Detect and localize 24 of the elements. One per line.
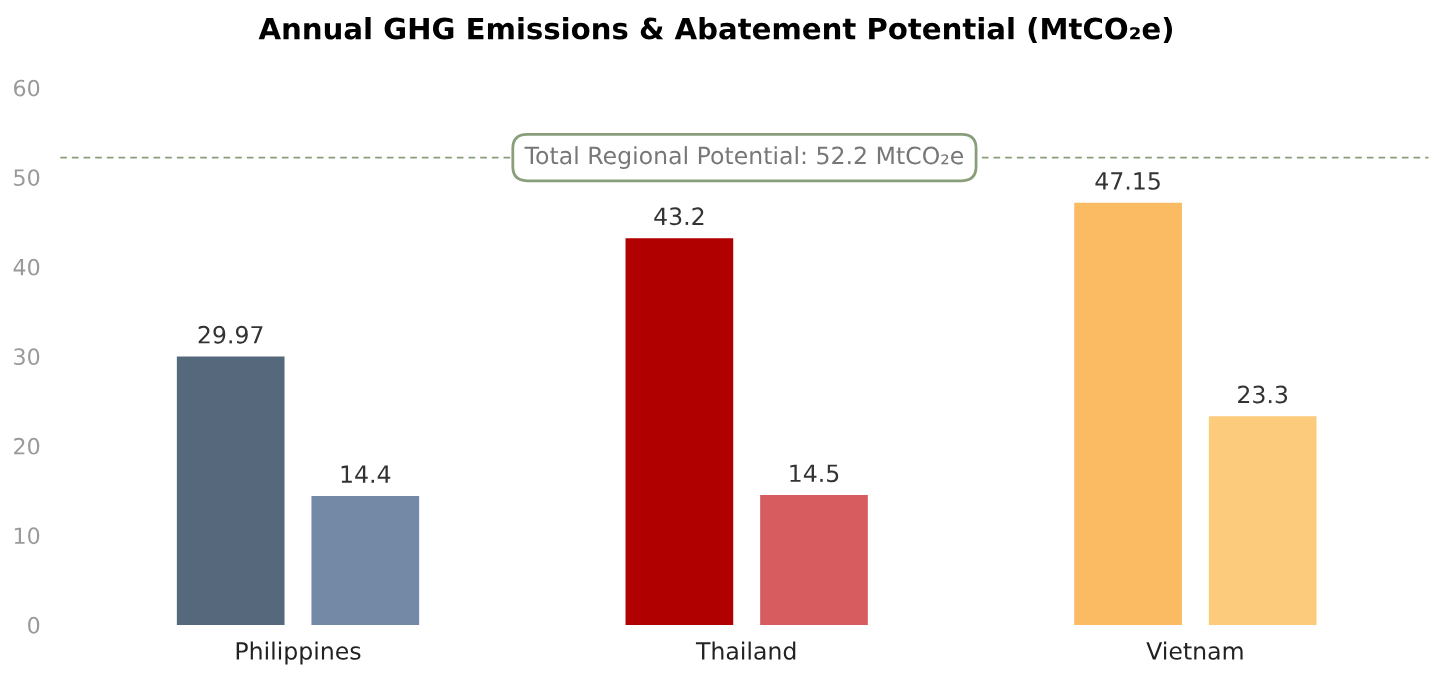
y-tick-label: 0 xyxy=(28,616,40,634)
y-tick-label: 40 xyxy=(13,258,40,276)
x-tick-label: Thailand xyxy=(695,641,796,660)
y-tick-label: 10 xyxy=(14,527,40,545)
y-tick-label: 60 xyxy=(14,79,40,97)
x-tick-label: Vietnam xyxy=(1146,641,1243,660)
chart-title: Annual GHG Emissions & Abatement Potential (MtCO₂e) xyxy=(258,17,1173,44)
data-label: 43.2 xyxy=(654,207,704,226)
y-tick-label: 20 xyxy=(14,437,40,455)
data-label: 29.97 xyxy=(198,325,263,344)
bar xyxy=(1208,416,1317,625)
bar xyxy=(311,495,420,625)
x-tick-label: Philippines xyxy=(236,641,361,665)
data-label: 23.3 xyxy=(1238,385,1288,404)
data-label: 14.5 xyxy=(790,464,839,483)
bar xyxy=(1074,202,1182,625)
bar xyxy=(625,238,734,625)
bar xyxy=(176,356,285,625)
data-label: 14.4 xyxy=(341,465,391,483)
bar xyxy=(760,495,868,625)
data-label: 47.15 xyxy=(1095,172,1160,190)
y-tick-label: 30 xyxy=(14,348,40,366)
y-tick-label: 50 xyxy=(14,169,40,187)
ref-line-label: Total Regional Potential: 52.2 MtCO₂e xyxy=(524,146,964,169)
